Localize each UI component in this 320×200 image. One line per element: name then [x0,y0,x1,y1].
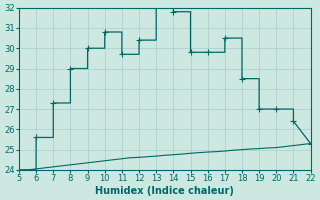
X-axis label: Humidex (Indice chaleur): Humidex (Indice chaleur) [95,186,234,196]
